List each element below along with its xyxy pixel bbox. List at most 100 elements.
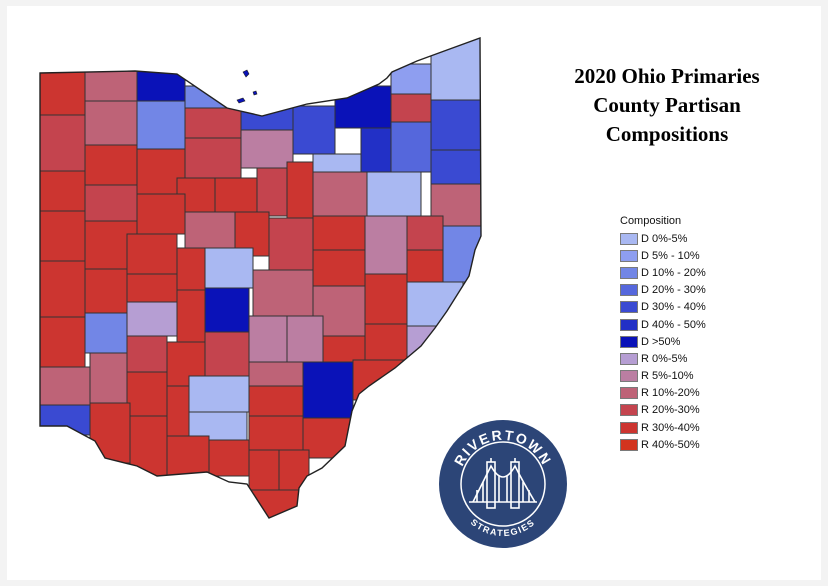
county-butler <box>40 404 91 436</box>
legend-item: D 40% - 50% <box>620 316 706 333</box>
county-washington <box>352 359 408 401</box>
county-geauga <box>390 93 432 123</box>
legend-label: R 10%-20% <box>641 387 700 400</box>
county-perry <box>286 315 324 363</box>
county-seneca <box>184 137 242 179</box>
legend-swatch <box>620 335 638 348</box>
legend-swatch <box>620 284 638 297</box>
legend-label: D >50% <box>641 335 681 348</box>
county-montgomery <box>89 352 128 404</box>
legend-swatch <box>620 421 638 434</box>
legend-swatch <box>620 352 638 365</box>
county-sandusky <box>184 107 242 139</box>
legend-item: R 20%-30% <box>620 402 706 419</box>
legend-item: D >50% <box>620 333 706 350</box>
legend-label: R 40%-50% <box>641 438 700 451</box>
county-champaign <box>126 273 178 303</box>
title-line: Compositions <box>605 122 729 146</box>
logo-circle <box>439 420 567 548</box>
legend-heading: Composition <box>620 215 682 227</box>
county-hocking <box>248 361 304 387</box>
legend-label: R 5%-10% <box>641 370 694 383</box>
county-crawford <box>214 177 258 213</box>
legend-swatch <box>620 232 638 245</box>
lake-erie-islands <box>236 69 258 104</box>
legend-label: D 40% - 50% <box>641 318 706 331</box>
county-pike <box>188 411 248 441</box>
county-mahoning <box>430 149 481 185</box>
county-madison <box>176 289 206 343</box>
legend-swatch <box>620 301 638 314</box>
county-tuscarawas <box>364 215 408 275</box>
legend-swatch <box>620 266 638 279</box>
county-wood <box>136 100 186 150</box>
legend-label: D 10% - 20% <box>641 266 706 279</box>
legend-label: D 30% - 40% <box>641 301 706 314</box>
bridge-icon <box>469 458 537 509</box>
county-warren <box>89 402 131 464</box>
legend-item: D 5% - 10% <box>620 247 706 264</box>
county-scioto <box>248 449 280 491</box>
county-ashland <box>286 161 314 219</box>
county-greene <box>126 335 168 373</box>
county-cuyahoga <box>334 85 392 129</box>
county-mercer <box>40 260 86 318</box>
county-belmont <box>406 281 464 327</box>
county-harrison <box>406 249 444 285</box>
county-fairfield <box>248 315 288 363</box>
county-hardin <box>136 193 186 235</box>
county-williams <box>40 70 86 116</box>
county-highland <box>166 385 190 437</box>
legend-label: D 0%-5% <box>641 232 688 245</box>
legend-item: D 20% - 30% <box>620 282 706 299</box>
legend-label: D 20% - 30% <box>641 284 706 297</box>
county-carroll <box>406 215 444 251</box>
county-adams <box>208 439 250 477</box>
map-card: 2020 Ohio Primaries County Partisan Comp… <box>7 6 821 580</box>
county-franklin <box>204 287 250 333</box>
legend-label: R 30%-40% <box>641 421 700 434</box>
county-clinton <box>126 371 168 417</box>
legend-item: D 10% - 20% <box>620 264 706 281</box>
county-jefferson <box>442 225 481 283</box>
legend-swatch <box>620 370 638 383</box>
title-line: County Partisan <box>593 93 741 117</box>
legend-item: R 30%-40% <box>620 419 706 436</box>
county-trumbull <box>430 99 481 151</box>
county-meigs <box>302 417 354 459</box>
legend-label: R 0%-5% <box>641 352 688 365</box>
county-delaware <box>204 247 254 289</box>
legend-swatch <box>620 438 638 451</box>
legend-item: D 30% - 40% <box>620 299 706 316</box>
legend-label: D 5% - 10% <box>641 249 700 262</box>
legend-swatch <box>620 249 638 262</box>
county-van-wert <box>40 210 86 262</box>
county-preble <box>40 366 91 406</box>
map-title: 2020 Ohio Primaries County Partisan Comp… <box>547 62 787 149</box>
county-lake <box>390 63 432 95</box>
legend-swatch <box>620 318 638 331</box>
county-shelby <box>84 268 128 314</box>
county-guernsey <box>364 273 408 325</box>
legend-item: R 40%-50% <box>620 436 706 453</box>
county-paulding <box>40 170 86 212</box>
county-henry <box>84 100 138 146</box>
county-union <box>176 247 206 291</box>
county-coshocton <box>312 249 366 287</box>
county-licking <box>252 269 314 317</box>
county-gallia <box>278 449 310 491</box>
legend-swatch <box>620 404 638 417</box>
county-lawrence <box>246 489 310 518</box>
county-portage <box>390 121 432 173</box>
county-vinton <box>248 385 304 417</box>
county-knox <box>268 217 314 271</box>
county-defiance <box>40 114 86 172</box>
county-stark <box>366 171 422 217</box>
county-darke <box>40 316 86 368</box>
county-marion <box>184 211 236 249</box>
county-richland <box>256 167 288 217</box>
state-outline <box>39 37 482 519</box>
legend-item: R 0%-5% <box>620 350 706 367</box>
legend-item: R 5%-10% <box>620 368 706 385</box>
county-putnam <box>84 144 138 186</box>
